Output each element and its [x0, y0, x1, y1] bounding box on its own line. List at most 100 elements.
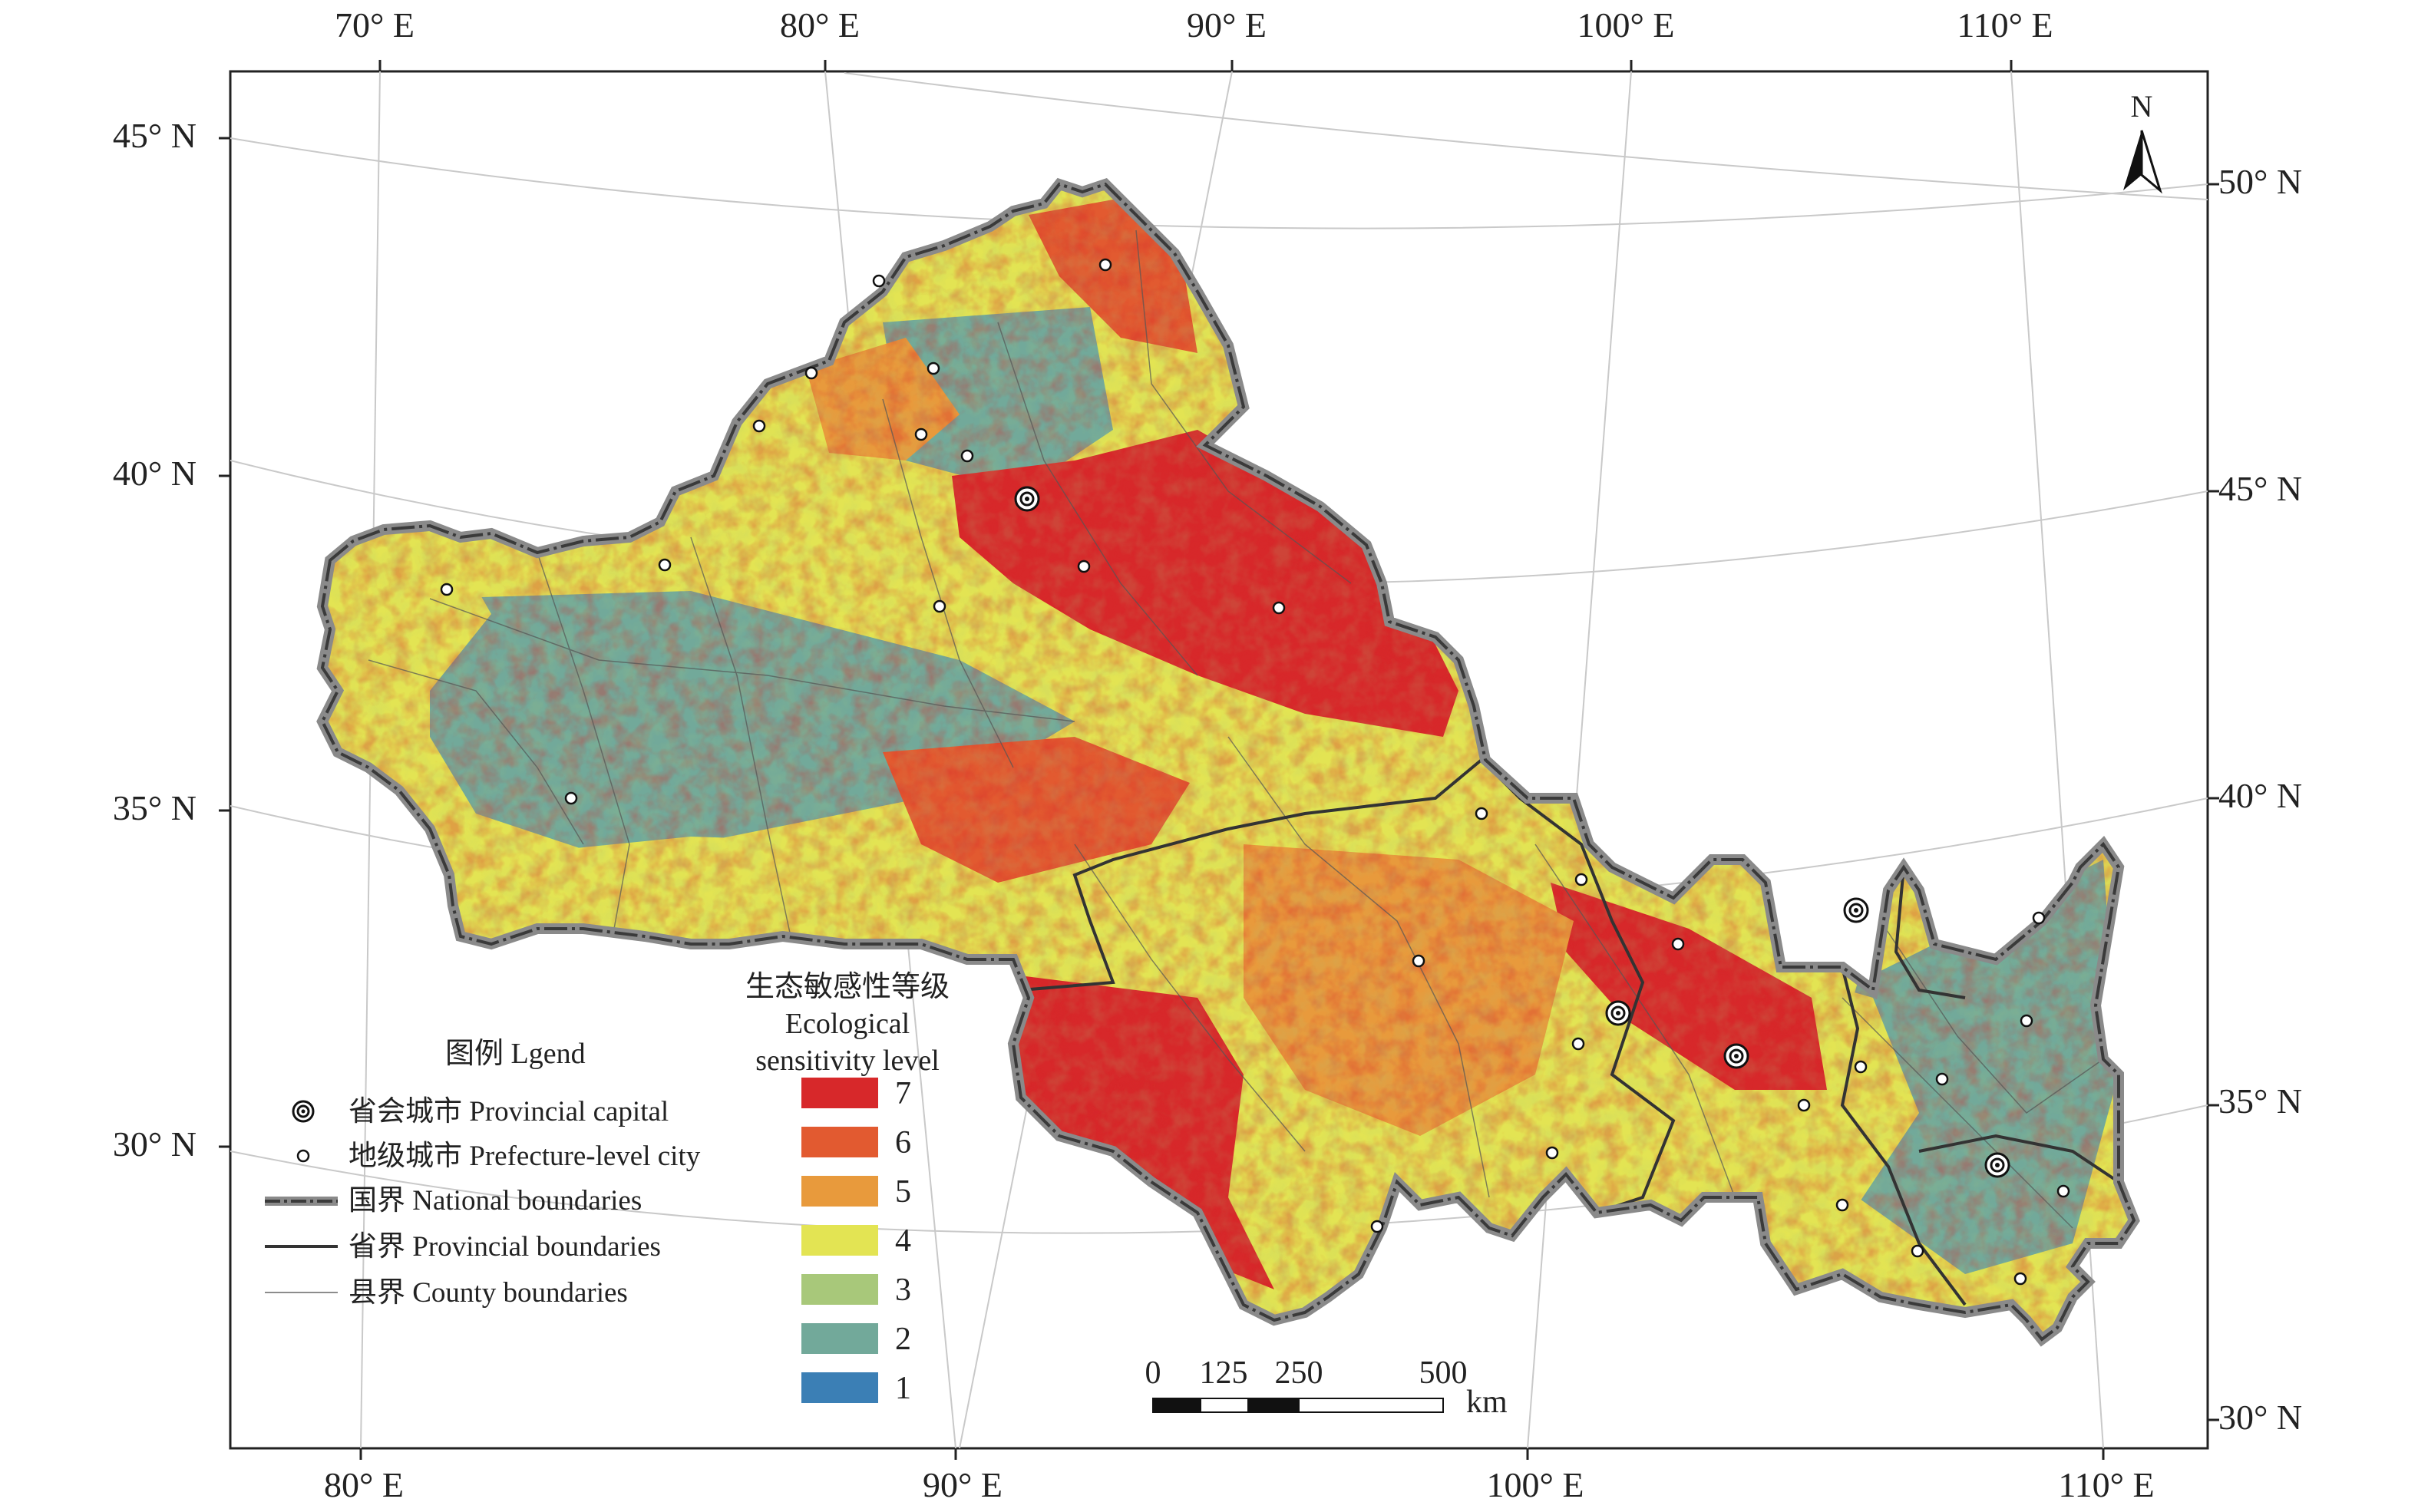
scale-unit: km [1466, 1385, 1508, 1420]
graticule-line [1527, 71, 1632, 1448]
legend-item-national-boundary: 国界 National boundaries [265, 1185, 642, 1217]
prefecture-city-icon [927, 361, 940, 375]
prefecture-city-icon [1475, 807, 1488, 820]
sensitivity-swatch [801, 1323, 878, 1354]
prefecture-city-icon [1272, 601, 1286, 615]
prefecture-city-icon [1370, 1220, 1384, 1233]
sensitivity-level-label: 6 [895, 1125, 911, 1160]
top-lon-label: 90° E [1187, 5, 1267, 45]
prefecture-city-icon [1911, 1244, 1924, 1258]
provincial-capital-icon [292, 1100, 315, 1123]
left-lat-label: 30° N [113, 1124, 197, 1164]
sensitivity-swatch [801, 1176, 878, 1207]
prefecture-city-icon [2056, 1184, 2070, 1198]
prefecture-city-icon [1545, 1146, 1559, 1160]
provincial-boundaries [1020, 758, 2120, 1306]
top-lon-label: 100° E [1577, 5, 1675, 45]
provincial-boundary [1840, 966, 1967, 1306]
bottom-lon-label: 80° E [324, 1465, 404, 1504]
sensitivity-legend: 生态敏感性等级 Ecological sensitivity level 7 6 5… [745, 971, 950, 1406]
prefecture-city-icon [2032, 911, 2046, 925]
sensitivity-level-label: 2 [895, 1322, 911, 1357]
legend-label: 地级城市 Prefecture-level city [348, 1140, 701, 1172]
north-arrow-icon: N [2123, 89, 2162, 194]
prefecture-city-icon [1835, 1198, 1849, 1212]
prefecture-city-icon [2020, 1014, 2033, 1028]
legend-item-provincial-boundary: 省界 Provincial boundaries [265, 1231, 661, 1263]
legend-item-prefecture-city: 地级城市 Prefecture-level city [296, 1140, 701, 1172]
right-lat-label: 50° N [2218, 162, 2302, 201]
scale-tick-label: 250 [1275, 1355, 1323, 1391]
prefecture-city-icon [872, 274, 886, 288]
sensitivity-level-label: 4 [895, 1223, 911, 1259]
provincial-capital-icon [1605, 1000, 1631, 1026]
prefecture-city-icon [914, 428, 928, 441]
sensitivity-swatch [801, 1372, 878, 1403]
right-lat-label: 35° N [2218, 1081, 2302, 1121]
legend-label: 省界 Provincial boundaries [348, 1231, 661, 1263]
prefecture-city-icon [1412, 954, 1425, 968]
sensitivity-level-label: 1 [895, 1371, 911, 1406]
sensitivity-level-label: 3 [895, 1273, 911, 1308]
top-lon-label: 80° E [780, 5, 860, 45]
tick-marks [219, 60, 2219, 1460]
sensitivity-title-en: Ecological [785, 1008, 910, 1040]
sensitivity-swatch [801, 1274, 878, 1305]
top-lon-label: 110° E [1957, 5, 2053, 45]
prefecture-city-icon [564, 791, 578, 805]
prefecture-city-icon [1571, 1037, 1585, 1051]
prefecture-city-icon [752, 419, 766, 433]
legend-label: 省会城市 Provincial capital [348, 1095, 669, 1127]
sensitivity-levels: 7 6 5 4 3 2 1 [801, 1076, 911, 1406]
sensitivity-swatch [801, 1127, 878, 1157]
graticule-line [230, 137, 2208, 229]
prefecture-city-icon [1935, 1072, 1949, 1086]
provincial-boundary [1480, 758, 1676, 1214]
sensitivity-swatch [801, 1078, 878, 1108]
prefecture-city-icon [1671, 937, 1685, 951]
prefecture-city-icon [658, 558, 672, 572]
legend-item-county-boundary: 县界 County boundaries [265, 1277, 628, 1309]
scale-bar: 0 125 250 500 km [1145, 1355, 1508, 1420]
sensitivity-title-en: sensitivity level [755, 1045, 940, 1077]
legend-title: 图例 Lgend [445, 1038, 586, 1070]
prefecture-city-icon [1854, 1060, 1868, 1074]
county-boundaries [368, 229, 2104, 1229]
scale-tick-label: 0 [1145, 1355, 1161, 1391]
legend-label: 县界 County boundaries [348, 1277, 628, 1309]
provincial-boundary [1020, 758, 1483, 992]
legend-item-provincial-capital: 省会城市 Provincial capital [292, 1095, 669, 1127]
prefecture-city-icon [1797, 1098, 1811, 1112]
legend: 图例 Lgend 省会城市 Provincial capital 地级城市 Pr… [265, 1038, 701, 1309]
axis-labels: 70° E 80° E 90° E 100° E 110° E 80° E 90… [113, 5, 2302, 1504]
provincial-capital-icon [1723, 1043, 1749, 1069]
sensitivity-swatch [801, 1225, 878, 1256]
provincial-capital-icon [1843, 897, 1869, 923]
provincial-capital-icon [1014, 486, 1040, 512]
graticule [230, 71, 2208, 1448]
sensitivity-level-label: 7 [895, 1076, 911, 1111]
prefecture-city-icon [960, 449, 974, 463]
bottom-lon-label: 100° E [1487, 1465, 1584, 1504]
left-lat-label: 35° N [113, 788, 197, 827]
provincial-boundary [1894, 867, 1966, 999]
scale-tick-label: 500 [1419, 1355, 1468, 1391]
prefecture-city-icon [804, 366, 818, 380]
sensitivity-title-cn: 生态敏感性等级 [745, 971, 950, 1003]
left-lat-label: 40° N [113, 454, 197, 493]
bottom-lon-label: 90° E [923, 1465, 1003, 1504]
right-lat-label: 30° N [2218, 1398, 2302, 1437]
north-label: N [2131, 89, 2153, 124]
prefecture-city-icon [933, 599, 946, 613]
prefecture-city-icon [440, 583, 454, 596]
prefecture-city-icon [1098, 258, 1112, 272]
provincial-boundary [1918, 1134, 2120, 1184]
right-lat-label: 45° N [2218, 469, 2302, 508]
prefecture-city-icon [1574, 873, 1588, 886]
prefecture-city-icon [1077, 560, 1091, 573]
prefecture-city-icon [2013, 1272, 2027, 1286]
prefecture-city-icon [296, 1149, 310, 1163]
left-lat-label: 45° N [113, 116, 197, 155]
